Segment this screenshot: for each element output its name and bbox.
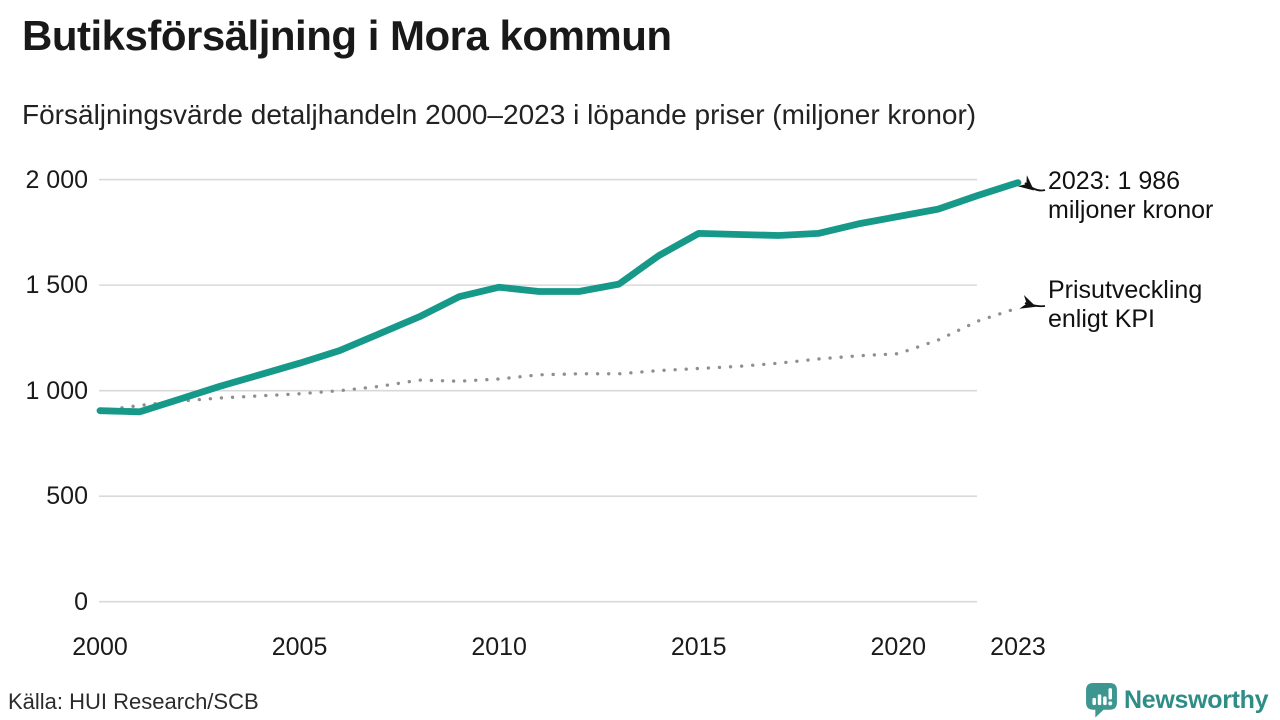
- y-axis-label: 1 000: [25, 376, 88, 405]
- newsworthy-icon: [1086, 683, 1117, 718]
- x-axis-label: 2015: [670, 633, 727, 661]
- newsworthy-logo: Newsworthy: [1086, 683, 1269, 718]
- y-axis-label: 500: [46, 482, 88, 511]
- x-axis-label: 2020: [870, 633, 927, 661]
- x-axis-label: 2005: [271, 633, 328, 661]
- chart-title: Butiksförsäljning i Mora kommun: [22, 12, 672, 59]
- gridlines: [99, 178, 977, 603]
- annotation-kpi: Prisutveckling enligt KPI: [1048, 276, 1202, 333]
- x-axis-label: 2010: [471, 633, 527, 661]
- chart-subtitle: Försäljningsvärde detaljhandeln 2000–202…: [22, 99, 977, 130]
- annotation-line: miljoner kronor: [1048, 195, 1214, 224]
- x-axis-label: 2023: [990, 633, 1046, 661]
- newsworthy-wordmark: Newsworthy: [1124, 686, 1269, 714]
- annotation-2023-value: 2023: 1 986 miljoner kronor: [1048, 167, 1213, 224]
- y-axis-label: 2 000: [25, 165, 88, 194]
- annotation-line: 2023: 1 986: [1048, 167, 1181, 195]
- y-axis-label: 1 500: [25, 271, 88, 300]
- sales-line: [96, 179, 1022, 416]
- annotation-line: Prisutveckling: [1048, 276, 1203, 304]
- source-text: Källa: HUI Research/SCB: [8, 689, 259, 714]
- annotation-arrow-kpi-icon: [1019, 295, 1046, 309]
- annotation-line: enligt KPI: [1048, 304, 1156, 333]
- kpi-dotted-line: [98, 306, 1020, 413]
- annotation-arrow-sales-icon: [1017, 175, 1046, 192]
- x-axis-label: 2000: [72, 633, 128, 661]
- y-axis-label: 0: [74, 587, 88, 616]
